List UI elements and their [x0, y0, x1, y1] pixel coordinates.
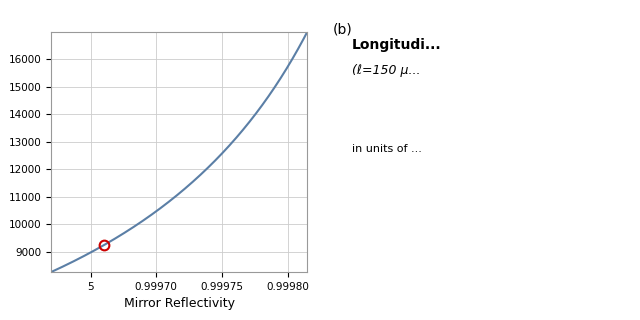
Text: Longitudi...: Longitudi...	[352, 38, 442, 52]
X-axis label: Mirror Reflectivity: Mirror Reflectivity	[124, 297, 235, 310]
Text: (ℓ=150 μ...: (ℓ=150 μ...	[352, 64, 420, 77]
Text: in units of ...: in units of ...	[352, 144, 422, 154]
Text: (b): (b)	[333, 22, 353, 36]
Y-axis label: Finesse: Finesse	[0, 129, 3, 175]
